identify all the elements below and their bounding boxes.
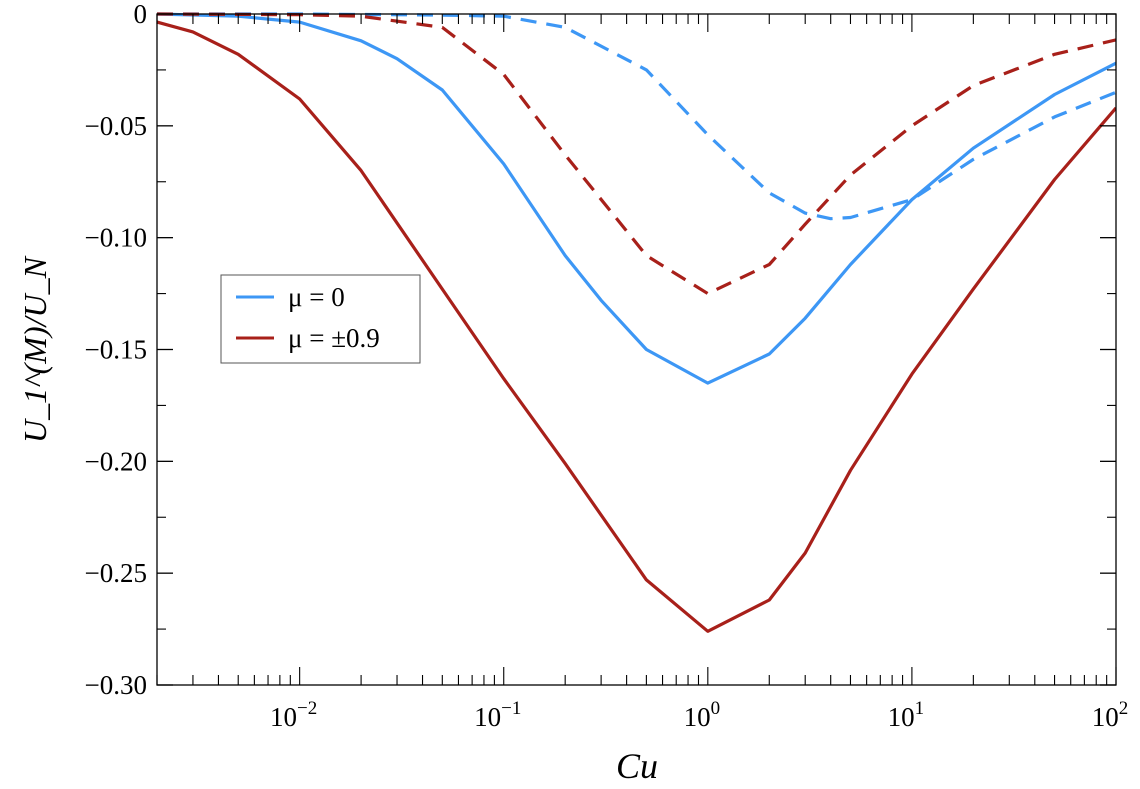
x-tick-label: 100 <box>684 698 721 732</box>
x-tick-label: 101 <box>888 698 925 732</box>
axes-layer: 0 −0.05 −0.10 −0.15 −0.20 −0.25 −0.30 10−2 10−1 1… <box>85 0 1129 732</box>
legend-box <box>220 274 421 364</box>
x-tick-label: 10−2 <box>270 698 317 732</box>
y-axis-label: U_1^(M)/U_N <box>17 255 53 443</box>
legend-label-1: μ = ±0.9 <box>288 323 380 353</box>
y-axis-label-group: U_1^(M)/U_N <box>17 255 53 443</box>
y-tick-label: 0 <box>134 0 148 29</box>
x-tick-label: 10−1 <box>474 698 521 732</box>
series-layer <box>157 12 1116 633</box>
y-tick-label: −0.15 <box>85 335 147 365</box>
series-line-1 <box>157 20 1116 633</box>
series-line-2 <box>157 12 1116 221</box>
y-tick-label: −0.10 <box>85 223 147 253</box>
legend-label-0: μ = 0 <box>288 282 345 312</box>
y-tick-label: −0.20 <box>85 446 147 476</box>
legend: μ = 0 μ = ±0.9 <box>220 274 421 364</box>
x-axis-label: Cu <box>616 746 658 786</box>
series-line-3 <box>157 12 1116 296</box>
y-tick-label: −0.05 <box>85 111 147 141</box>
y-tick-label: −0.30 <box>85 670 147 700</box>
y-tick-label: −0.25 <box>85 558 147 588</box>
x-tick-label: 102 <box>1092 698 1129 732</box>
